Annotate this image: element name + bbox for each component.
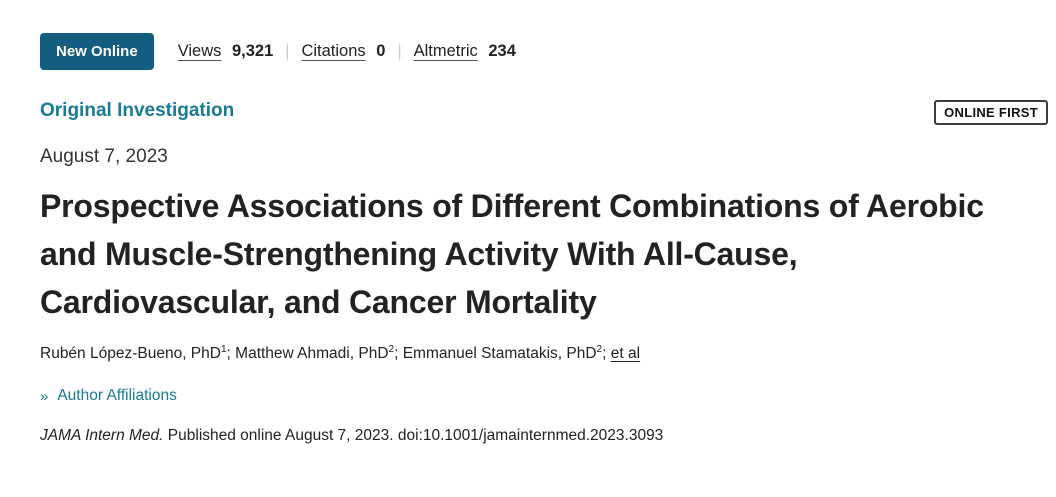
publication-date: August 7, 2023 xyxy=(40,146,168,167)
metric-citations: Citations 0 xyxy=(301,42,385,61)
author-affiliation-number: 1 xyxy=(220,344,227,355)
views-link[interactable]: Views xyxy=(177,42,222,60)
metric-divider: | xyxy=(285,42,290,60)
metric-divider: | xyxy=(397,42,402,60)
author-affiliation-number: 2 xyxy=(388,344,395,355)
citations-link[interactable]: Citations xyxy=(301,42,366,60)
author-separator: ; xyxy=(226,345,236,363)
metric-views: Views 9,321 xyxy=(178,42,274,61)
journal-name: JAMA Intern Med. xyxy=(40,427,164,445)
double-chevron-icon: » xyxy=(40,387,49,405)
author-separator: ; xyxy=(394,345,403,363)
author-affiliation-number: 2 xyxy=(596,344,603,355)
author-name: Rubén López-Bueno, PhD xyxy=(40,345,221,363)
author-affiliations-link[interactable]: » Author Affiliations xyxy=(40,387,177,405)
citation-text: Published online August 7, 2023. doi:10.… xyxy=(163,427,664,445)
altmetric-count: 234 xyxy=(488,42,516,60)
category-row: Original Investigation ONLINE FIRST xyxy=(40,100,1048,125)
article-category-link[interactable]: Original Investigation xyxy=(40,100,235,121)
online-first-badge: ONLINE FIRST xyxy=(934,100,1048,125)
metric-altmetric: Altmetric 234 xyxy=(414,42,516,61)
article-header-page: New Online Views 9,321 | Citations 0 | A… xyxy=(40,33,1048,445)
top-metrics-row: New Online Views 9,321 | Citations 0 | A… xyxy=(40,33,1016,70)
author-separator: ; xyxy=(602,345,611,363)
article-title: Prospective Associations of Different Co… xyxy=(40,188,984,320)
metrics-bar: Views 9,321 | Citations 0 | Altmetric 23… xyxy=(178,42,516,61)
et-al-link[interactable]: et al xyxy=(610,345,641,363)
citation-line: JAMA Intern Med. Published online August… xyxy=(40,427,1016,445)
views-count: 9,321 xyxy=(232,42,274,60)
author-name: Matthew Ahmadi, PhD xyxy=(235,345,389,363)
altmetric-link[interactable]: Altmetric xyxy=(413,42,478,60)
author-affiliations-label: Author Affiliations xyxy=(57,387,177,405)
new-online-badge[interactable]: New Online xyxy=(40,33,154,70)
citations-count: 0 xyxy=(376,42,386,60)
authors-line: Rubén López-Bueno, PhD1; Matthew Ahmadi,… xyxy=(40,344,1016,363)
author-name: Emmanuel Stamatakis, PhD xyxy=(402,345,597,363)
